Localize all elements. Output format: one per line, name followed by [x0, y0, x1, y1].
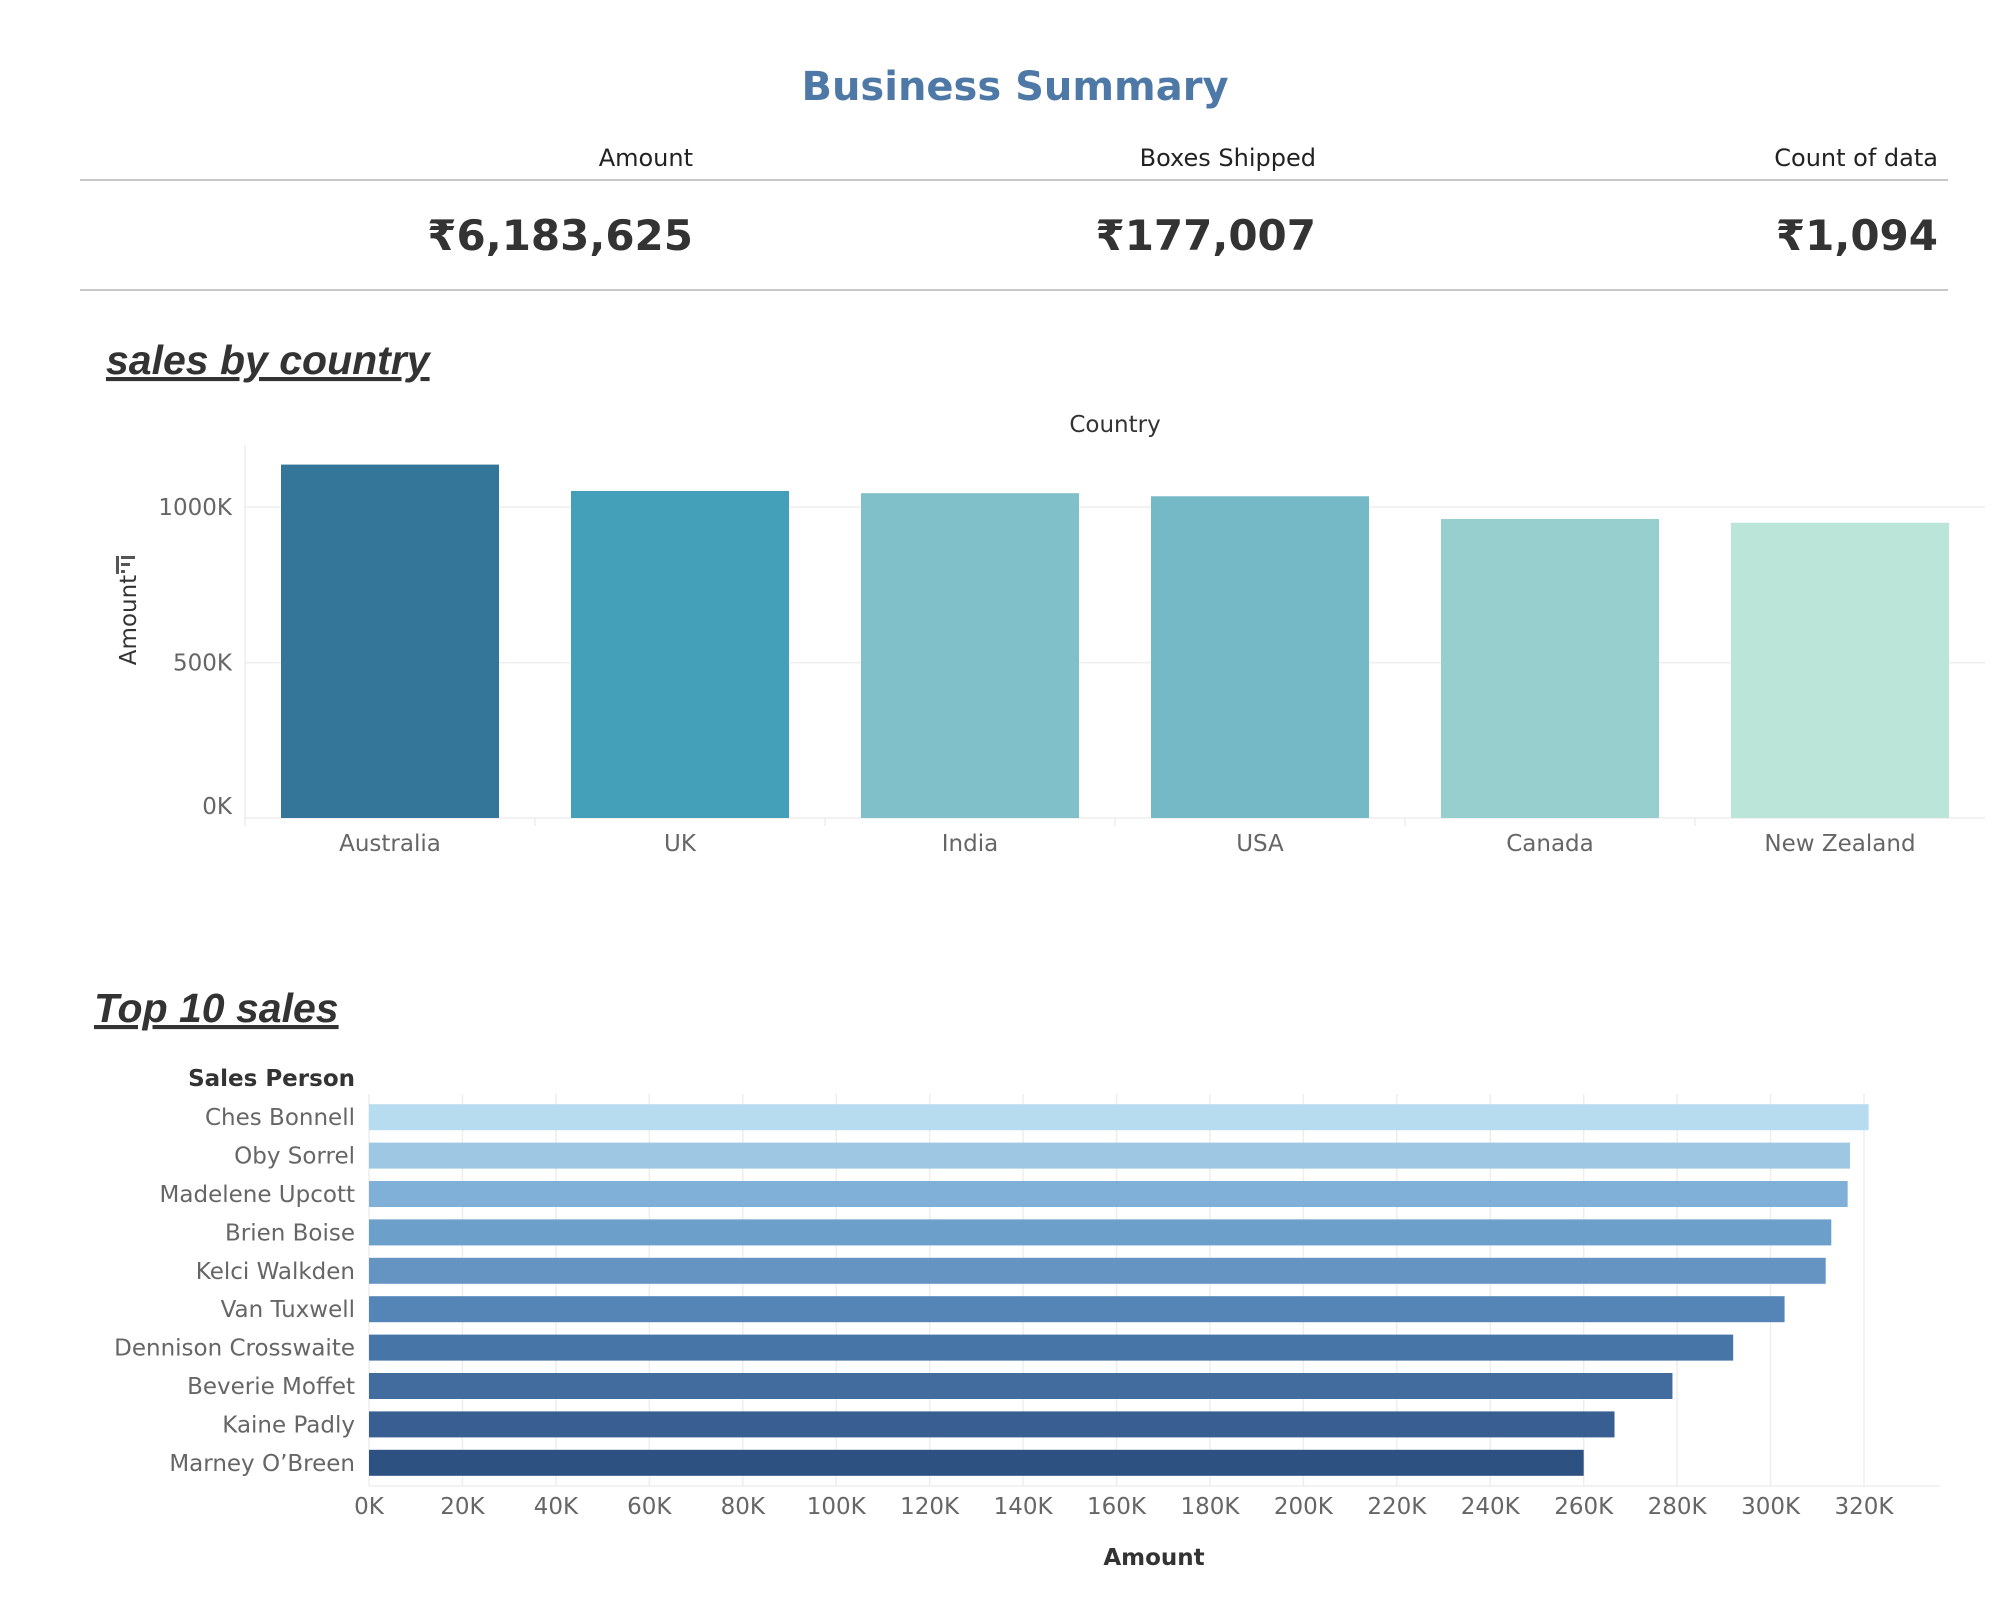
person-x-tick-label: 140K: [994, 1494, 1054, 1520]
person-bar: [369, 1449, 1584, 1476]
kpi-label-boxes-shipped: Boxes Shipped: [1140, 144, 1316, 172]
person-x-tick-label: 240K: [1461, 1494, 1521, 1520]
person-name-label: Dennison Crosswaite: [114, 1336, 355, 1362]
kpi-strip: Amount Boxes Shipped Count of data ₹6,18…: [80, 144, 1948, 291]
country-y-tick-label: 1000K: [158, 495, 233, 521]
kpi-value-count-of-data: ₹1,094: [1776, 211, 1938, 260]
person-name-label: Kaine Padly: [222, 1412, 355, 1438]
country-bar: [1731, 522, 1949, 818]
kpi-value-boxes-shipped: ₹177,007: [1095, 211, 1316, 260]
person-x-tick-label: 20K: [440, 1494, 485, 1520]
person-bar: [369, 1257, 1826, 1284]
person-bar: [369, 1104, 1869, 1131]
person-x-tick-label: 80K: [721, 1494, 766, 1520]
country-bar: [1441, 518, 1659, 818]
person-name-label: Kelci Walkden: [196, 1259, 355, 1285]
person-bar: [369, 1219, 1832, 1246]
country-y-axis-title: Amount: [116, 575, 142, 665]
kpi-value-amount: ₹6,183,625: [427, 211, 693, 260]
country-x-tick-label: New Zealand: [1764, 831, 1915, 857]
section-title-country: sales by country: [106, 337, 432, 383]
country-x-tick-label: India: [942, 831, 998, 857]
kpi-label-amount: Amount: [599, 144, 693, 172]
person-name-label: Oby Sorrel: [234, 1144, 355, 1170]
person-bar: [369, 1142, 1850, 1169]
person-name-label: Marney O’Breen: [169, 1451, 355, 1477]
country-bar: [571, 491, 789, 818]
person-x-axis-title: Amount: [1103, 1545, 1204, 1571]
person-x-tick-label: 100K: [807, 1494, 867, 1520]
person-x-tick-label: 0K: [354, 1494, 385, 1520]
person-bar: [369, 1411, 1615, 1438]
person-bar: [369, 1334, 1734, 1361]
country-y-tick-label: 500K: [173, 651, 233, 677]
person-x-tick-label: 300K: [1741, 1494, 1801, 1520]
person-name-label: Ches Bonnell: [205, 1105, 355, 1131]
person-bar: [369, 1181, 1848, 1207]
person-x-tick-label: 200K: [1274, 1494, 1334, 1520]
country-x-tick-label: Australia: [339, 831, 441, 857]
person-x-tick-label: 220K: [1367, 1494, 1427, 1520]
country-y-tick-label: 0K: [202, 794, 233, 820]
person-x-tick-label: 180K: [1180, 1494, 1240, 1520]
country-bar: [281, 464, 499, 818]
person-x-tick-label: 320K: [1835, 1494, 1895, 1520]
person-name-label: Madelene Upcott: [160, 1182, 355, 1208]
person-bar: [369, 1373, 1673, 1399]
person-name-label: Brien Boise: [225, 1220, 355, 1246]
country-bar: [861, 493, 1079, 818]
person-bar: [369, 1296, 1785, 1323]
top10-bar-chart: Sales Person Amount Ches Bonnell Oby Sorr…: [114, 1066, 1940, 1571]
person-name-label: Beverie Moffet: [187, 1374, 355, 1400]
page-title: Business Summary: [801, 64, 1228, 110]
person-x-tick-label: 260K: [1554, 1494, 1614, 1520]
person-name-label: Van Tuxwell: [221, 1297, 355, 1323]
person-x-tick-label: 280K: [1648, 1494, 1708, 1520]
person-x-tick-label: 40K: [534, 1494, 579, 1520]
kpi-label-count-of-data: Count of data: [1774, 144, 1938, 172]
country-x-tick-label: UK: [664, 831, 697, 857]
country-x-tick-label: Canada: [1506, 831, 1594, 857]
country-x-tick-label: USA: [1236, 831, 1284, 857]
person-x-tick-label: 160K: [1087, 1494, 1147, 1520]
sort-icon[interactable]: [116, 556, 135, 574]
person-x-tick-label: 120K: [900, 1494, 960, 1520]
country-bar-chart: Country Amount 0K 500K 1000K Australia UK In…: [116, 412, 1985, 857]
person-y-axis-title: Sales Person: [188, 1066, 355, 1092]
country-x-axis-title: Country: [1069, 412, 1160, 438]
section-title-top10: Top 10 sales: [94, 985, 339, 1031]
country-bar: [1151, 496, 1369, 818]
person-x-tick-label: 60K: [627, 1494, 672, 1520]
